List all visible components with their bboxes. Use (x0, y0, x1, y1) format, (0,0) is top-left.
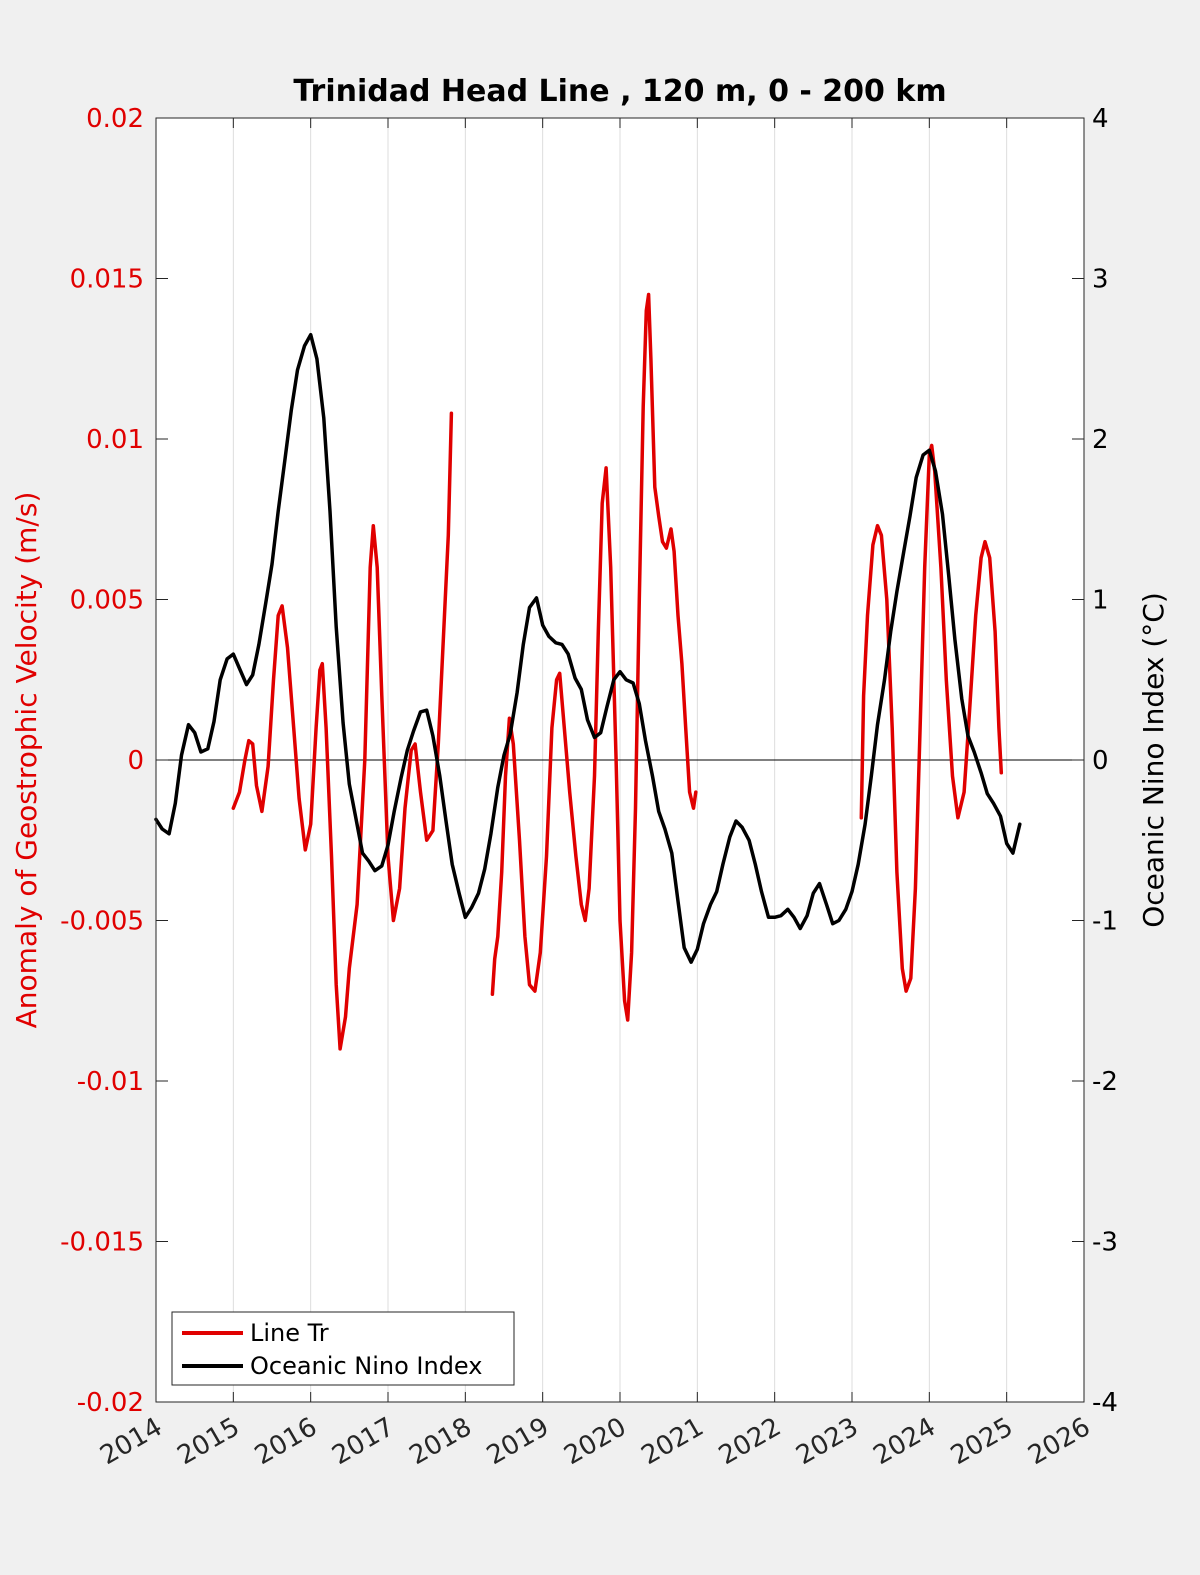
y-left-tick-label: -0.005 (60, 907, 144, 937)
y-right-tick-label: 4 (1092, 104, 1109, 134)
legend-label-line-tr: Line Tr (250, 1319, 329, 1347)
y-right-axis-label: Oceanic Nino Index (°C) (1137, 592, 1170, 928)
legend: Line Tr Oceanic Nino Index (171, 1311, 515, 1386)
y-left-axis-label: Anomaly of Geostrophic Velocity (m/s) (10, 492, 43, 1029)
y-right-tick-label: 0 (1092, 746, 1109, 776)
y-right-tick-label: 1 (1092, 586, 1109, 616)
series-line-line-tr-segment-2 (490, 292, 698, 1022)
series-line-line-tr-segment-1 (231, 411, 454, 1051)
y-left-tick-label: 0.01 (86, 425, 144, 455)
y-left-tick-label: 0.005 (70, 586, 144, 616)
chart-title: Trinidad Head Line , 120 m, 0 - 200 km (293, 74, 946, 109)
y-right-tick-label: -1 (1092, 907, 1118, 937)
legend-label-oni: Oceanic Nino Index (250, 1352, 482, 1380)
legend-box (171, 1311, 515, 1386)
series-line-oceanic-nino-index-segment-1 (154, 332, 1022, 964)
y-right-tick-label: -4 (1092, 1388, 1118, 1418)
y-right-tick-label: -2 (1092, 1067, 1118, 1097)
y-left-tick-label: -0.015 (60, 1228, 144, 1258)
series-layer (154, 292, 1022, 1051)
y-left-tick-label: 0.015 (70, 265, 144, 295)
y-left-tick-label: 0.02 (86, 104, 144, 134)
y-left-tick-label: -0.02 (77, 1388, 144, 1418)
y-left-tick-label: -0.01 (77, 1067, 144, 1097)
y-right-tick-label: -3 (1092, 1228, 1118, 1258)
y-left-tick-label: 0 (127, 746, 144, 776)
y-right-tick-label: 3 (1092, 265, 1109, 295)
y-right-tick-label: 2 (1092, 425, 1109, 455)
